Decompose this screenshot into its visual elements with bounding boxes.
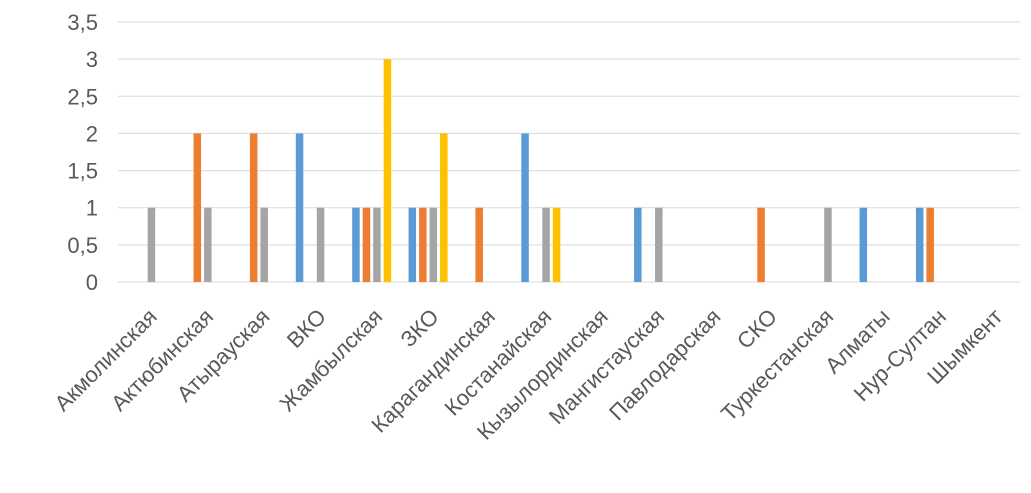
x-tick-label: ВКО xyxy=(282,304,331,353)
bar xyxy=(362,207,371,282)
bar xyxy=(552,207,561,282)
bar xyxy=(655,207,663,282)
bar xyxy=(316,207,325,282)
bar xyxy=(475,207,483,282)
bar xyxy=(408,207,417,282)
x-tick-label: ЗКО xyxy=(396,304,444,352)
bar xyxy=(542,207,550,282)
y-tick-label: 2 xyxy=(86,121,98,146)
bar xyxy=(521,133,529,282)
bar xyxy=(757,207,765,282)
y-axis-ticks: 0 0,5 1 1,5 2 2,5 3 3,5 xyxy=(67,10,98,295)
y-tick-label: 0,5 xyxy=(67,233,98,258)
x-tick-label: Жамбылская xyxy=(275,304,388,417)
bar xyxy=(824,207,832,282)
y-tick-label: 1,5 xyxy=(67,159,98,184)
bar xyxy=(419,207,427,282)
bar xyxy=(249,133,258,282)
bars xyxy=(147,59,934,283)
bar xyxy=(440,133,448,282)
bar xyxy=(204,207,212,282)
bar xyxy=(859,207,868,282)
bar xyxy=(295,133,304,282)
bar xyxy=(147,207,156,282)
y-tick-label: 1 xyxy=(86,196,98,221)
bar xyxy=(260,207,268,282)
bar xyxy=(915,207,924,282)
y-tick-label: 2,5 xyxy=(67,84,98,109)
y-tick-label: 0 xyxy=(86,270,98,295)
bar xyxy=(373,207,381,282)
y-tick-label: 3 xyxy=(86,47,98,72)
bar xyxy=(383,59,392,283)
bar xyxy=(429,207,438,282)
gridlines xyxy=(118,21,1020,283)
bar xyxy=(193,133,202,282)
y-tick-label: 3,5 xyxy=(67,10,98,35)
bar xyxy=(926,207,934,282)
x-tick-label: СКО xyxy=(732,304,782,354)
bar xyxy=(352,207,360,282)
bar xyxy=(634,207,642,282)
